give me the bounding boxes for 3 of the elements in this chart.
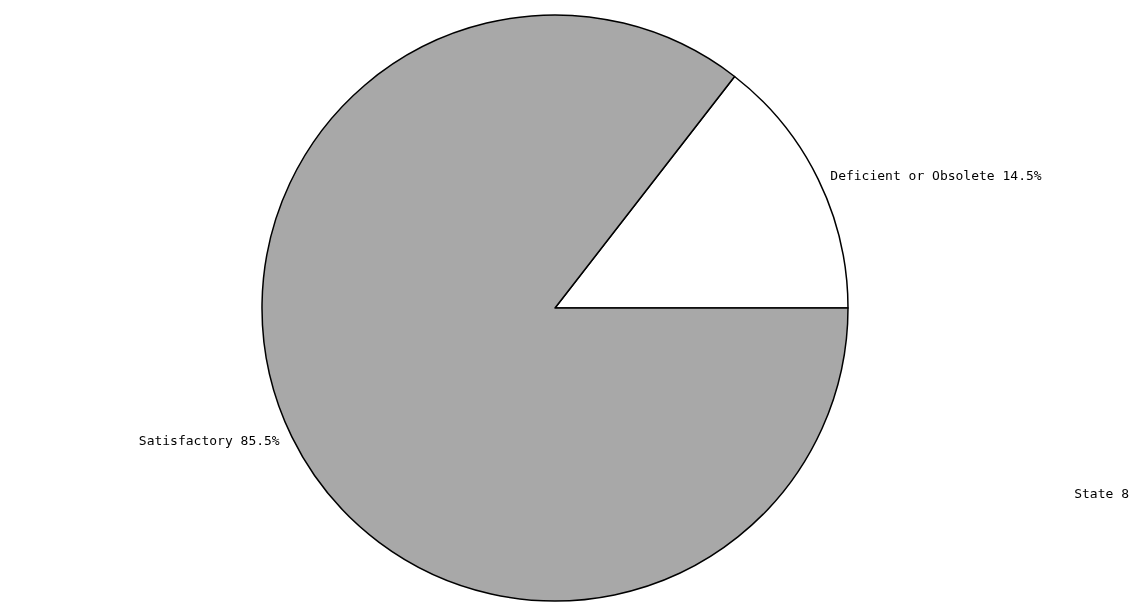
text: State 8 (1074, 486, 1130, 501)
slice-label: Satisfactory 85.5% (138, 432, 280, 448)
slice-label: Deficient or Obsolete 14.5% (830, 168, 1042, 184)
